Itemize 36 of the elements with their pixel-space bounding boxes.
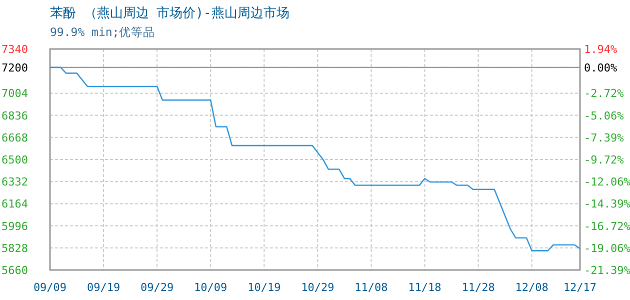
y2-tick-label: -5.06% <box>584 109 624 122</box>
y-tick-label: 6332 <box>2 176 28 189</box>
y2-tick-label: 1.94% <box>584 43 618 56</box>
line-series <box>49 66 581 252</box>
y2-tick-label: -21.39% <box>584 264 630 277</box>
x-tick-label: 10/29 <box>301 281 334 294</box>
y-tick-label: 6668 <box>2 131 28 144</box>
x-tick-label: 09/19 <box>86 281 120 294</box>
x-tick-label: 09/09 <box>33 281 67 294</box>
y-tick-label: 7200 <box>2 61 28 74</box>
y2-tick-label: -14.39% <box>584 198 630 211</box>
y-tick-label: 6836 <box>2 109 28 122</box>
y2-tick-label: -2.72% <box>584 87 624 100</box>
x-tick-label: 10/09 <box>194 281 228 294</box>
y2-tick-label: -12.06% <box>584 176 630 189</box>
y2-tick-label: -7.39% <box>584 131 624 144</box>
y2-tick-label: -9.72% <box>584 153 624 166</box>
x-tick-label: 11/28 <box>462 281 495 294</box>
x-tick-label: 12/08 <box>515 281 548 294</box>
y2-tick-label: -19.06% <box>584 242 630 255</box>
chart-title: 苯酚 （燕山周边 市场价)-燕山周边市场 <box>50 6 290 21</box>
x-tick-label: 10/19 <box>248 281 281 294</box>
y-tick-label: 7004 <box>2 87 28 100</box>
y-tick-label: 5828 <box>2 242 28 255</box>
y-tick-label: 7340 <box>2 43 28 56</box>
x-tick-label: 12/17 <box>563 281 597 294</box>
y-tick-label: 6164 <box>2 198 28 211</box>
x-tick-label: 11/18 <box>408 281 442 294</box>
x-tick-label: 09/29 <box>140 281 174 294</box>
y2-tick-label: -16.72% <box>584 220 630 233</box>
x-tick-label: 11/08 <box>354 281 388 294</box>
y-tick-label: 6500 <box>2 154 28 166</box>
chart-subtitle: 99.9% min;优等品 <box>50 25 156 39</box>
y-tick-label: 5660 <box>2 264 28 277</box>
y2-tick-label: 0.00% <box>584 61 618 74</box>
y-tick-label: 5996 <box>2 220 28 233</box>
